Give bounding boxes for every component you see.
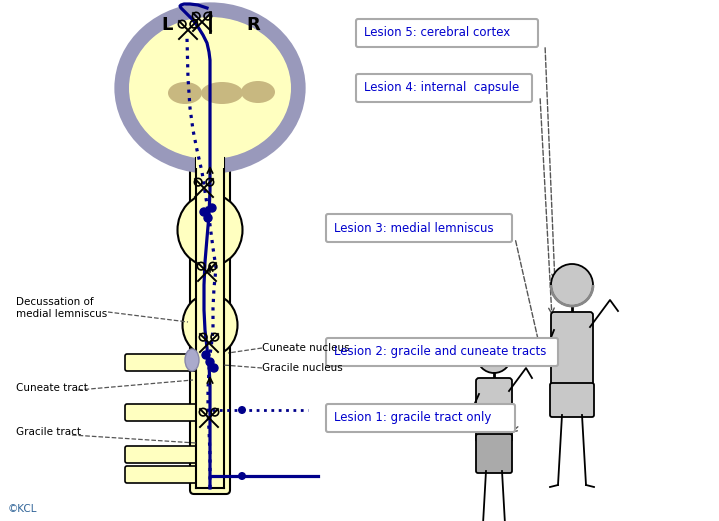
Circle shape [210,364,218,372]
Ellipse shape [183,199,237,261]
FancyBboxPatch shape [476,434,512,473]
FancyBboxPatch shape [356,19,538,47]
Circle shape [551,264,593,306]
Circle shape [202,351,210,359]
Text: L: L [161,16,173,34]
Text: R: R [246,16,260,34]
Text: ©KCL: ©KCL [8,504,37,514]
Text: Cuneate tract: Cuneate tract [16,383,88,393]
Text: Lesion 5: cerebral cortex: Lesion 5: cerebral cortex [364,27,510,40]
FancyBboxPatch shape [476,378,512,442]
Ellipse shape [129,17,291,159]
Text: Cuneate nucleus: Cuneate nucleus [262,343,349,353]
Ellipse shape [186,298,234,352]
Circle shape [238,406,246,414]
Text: Lesion 3: medial lemniscus: Lesion 3: medial lemniscus [334,221,494,234]
FancyBboxPatch shape [125,446,197,463]
FancyBboxPatch shape [356,74,532,102]
FancyBboxPatch shape [125,404,197,421]
Circle shape [238,472,246,480]
Circle shape [200,208,208,216]
FancyBboxPatch shape [326,338,558,366]
Text: Lesion 1: gracile tract only: Lesion 1: gracile tract only [334,412,491,425]
FancyBboxPatch shape [125,466,197,483]
Ellipse shape [178,194,242,266]
Circle shape [208,204,216,212]
Circle shape [477,339,511,373]
Ellipse shape [241,81,275,103]
Ellipse shape [185,349,199,371]
Text: Decussation of
medial lemniscus: Decussation of medial lemniscus [16,297,107,319]
FancyBboxPatch shape [190,151,230,494]
Text: Lesion 4: internal  capsule: Lesion 4: internal capsule [364,81,519,94]
Ellipse shape [122,10,298,166]
Bar [196,158,224,488]
Bar [196,148,224,168]
FancyBboxPatch shape [551,312,593,393]
Text: Gracile tract: Gracile tract [16,427,81,437]
Circle shape [206,358,214,366]
Text: Lesion 2: gracile and cuneate tracts: Lesion 2: gracile and cuneate tracts [334,345,546,358]
Bar [196,160,224,488]
Ellipse shape [201,82,243,104]
Ellipse shape [183,294,237,356]
FancyBboxPatch shape [326,214,512,242]
Circle shape [204,214,212,222]
Text: Gracile nucleus: Gracile nucleus [262,363,343,373]
FancyBboxPatch shape [326,404,515,432]
FancyBboxPatch shape [125,354,197,371]
FancyBboxPatch shape [550,383,594,417]
Ellipse shape [168,82,202,104]
